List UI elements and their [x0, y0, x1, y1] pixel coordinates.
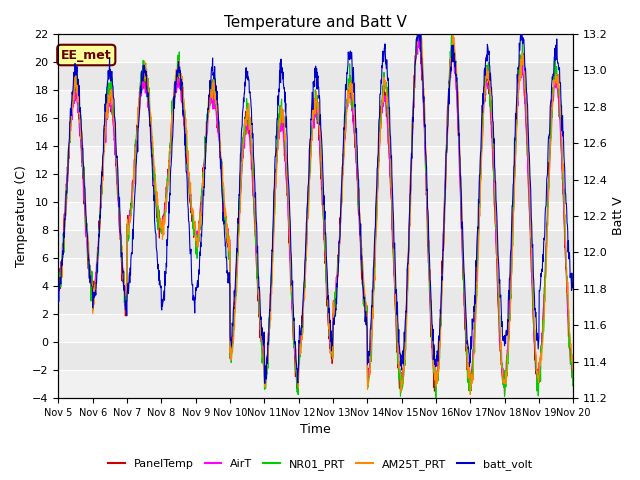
Bar: [58, 34, 573, 62]
Bar: [58, 90, 573, 118]
Y-axis label: Temperature (C): Temperature (C): [15, 165, 28, 267]
Bar: [58, 202, 573, 230]
X-axis label: Time: Time: [300, 423, 331, 436]
Bar: [58, 258, 573, 286]
Bar: [58, 370, 573, 398]
Bar: [58, 146, 573, 174]
Legend: PanelTemp, AirT, NR01_PRT, AM25T_PRT, batt_volt: PanelTemp, AirT, NR01_PRT, AM25T_PRT, ba…: [104, 455, 536, 474]
Text: EE_met: EE_met: [61, 48, 111, 61]
Bar: [58, 314, 573, 342]
Title: Temperature and Batt V: Temperature and Batt V: [225, 15, 407, 30]
Y-axis label: Batt V: Batt V: [612, 197, 625, 235]
